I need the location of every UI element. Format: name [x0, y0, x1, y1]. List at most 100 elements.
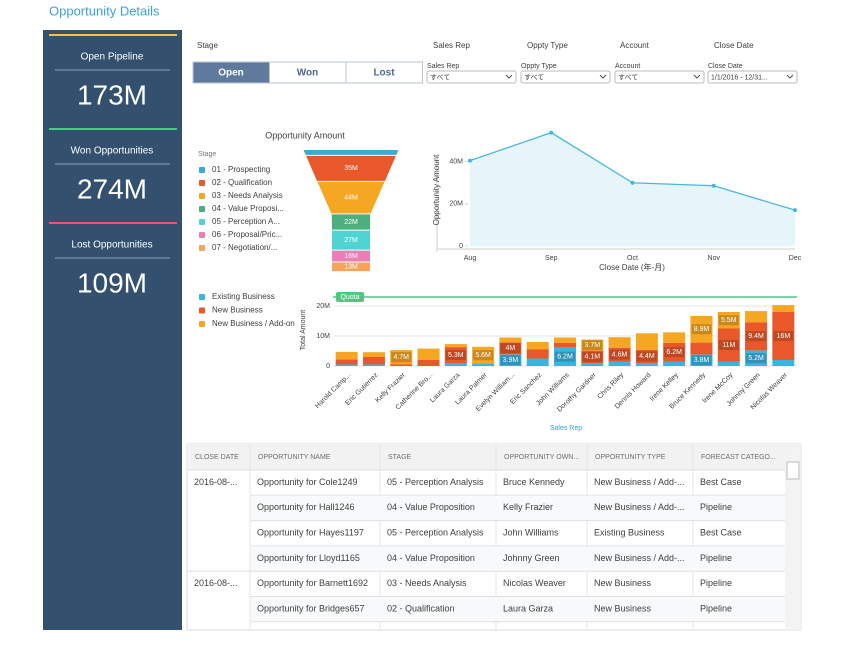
- column-header[interactable]: OPPORTUNITY NAME: [258, 454, 331, 461]
- bar-segment: [608, 337, 631, 348]
- data-label: 5.3M: [448, 352, 464, 359]
- scroll-thumb[interactable]: [786, 461, 800, 480]
- data-label: 5.6M: [475, 352, 491, 359]
- point: [468, 158, 472, 163]
- bar-segment: [635, 333, 658, 350]
- data-label-bg: [718, 340, 739, 350]
- bar-segment: [717, 361, 740, 366]
- dropdown[interactable]: [426, 70, 517, 84]
- point: [793, 208, 797, 213]
- data-label-bg: [473, 350, 494, 361]
- data-label-bg: [391, 352, 412, 363]
- row-stripe: [251, 597, 785, 622]
- bar-segment: [608, 347, 631, 362]
- data-label: 16M: [777, 333, 791, 340]
- bar-segment: [526, 349, 549, 359]
- column-header[interactable]: FORECAST CATEGO...: [701, 454, 776, 461]
- table-cell: 05 - Perception Analysis: [387, 477, 484, 487]
- bar-segment: [745, 350, 768, 366]
- dropdown-value[interactable]: すべて: [618, 73, 638, 81]
- bar-segment: [690, 342, 713, 355]
- x-tick-label: Dec: [789, 255, 802, 262]
- legend-label: 06 - Proposal/Pric...: [212, 230, 282, 239]
- table-cell: New Business / Add-...: [594, 553, 685, 563]
- dropdown-label: Close Date: [708, 63, 743, 70]
- bar-segment: [717, 328, 740, 362]
- dropdown[interactable]: [520, 70, 611, 84]
- scrollbar[interactable]: [785, 444, 801, 630]
- legend-swatch: [199, 193, 205, 199]
- dropdown-caret: [693, 74, 701, 79]
- data-label-bg: [582, 351, 603, 362]
- table-cell: Best Case: [700, 527, 742, 537]
- stage-tab-label[interactable]: Won: [297, 68, 318, 79]
- data-label: 3.9M: [503, 357, 519, 364]
- table-cell: Opportunity for Bridges657: [257, 603, 365, 613]
- table-cell: 05 - Perception Analysis: [387, 527, 484, 537]
- dropdown-value[interactable]: 1/1/2016 - 12/31...: [711, 74, 768, 81]
- stage-tab-label[interactable]: Lost: [373, 68, 395, 79]
- data-label: 6.2M: [557, 354, 573, 361]
- bar-segment: [362, 357, 385, 365]
- y-tick-label: 40M: [449, 159, 463, 166]
- column-header[interactable]: CLOSE DATE: [195, 454, 239, 461]
- bar-segment: [554, 342, 576, 348]
- x-tick-label: Oct: [627, 255, 638, 262]
- legend-swatch: [199, 167, 205, 173]
- bar-segment: [635, 363, 658, 366]
- bar-segment: [362, 364, 385, 366]
- bar-segment: [663, 361, 686, 366]
- table-cell: Opportunity for Hall1246: [257, 502, 355, 512]
- bar-segment: [390, 364, 413, 366]
- funnel-label: 35M: [344, 165, 358, 172]
- table-cell: Best Case: [700, 477, 742, 487]
- legend-label: 03 - Needs Analysis: [212, 191, 283, 200]
- data-label-bg: [691, 355, 712, 366]
- bar-segment: [772, 305, 795, 312]
- bar-segment: [499, 354, 522, 366]
- bar-segment: [581, 350, 604, 363]
- bar-segment: [745, 322, 768, 351]
- bar-segment: [526, 342, 549, 350]
- legend-swatch: [199, 206, 205, 212]
- point: [630, 180, 635, 185]
- kpi-value: 274M: [77, 173, 147, 204]
- legend-title: Stage: [198, 151, 216, 158]
- table-cell: Pipeline: [700, 603, 732, 613]
- column-header[interactable]: OPPORTUNITY OWN...: [504, 454, 579, 461]
- bar-segment: [772, 312, 795, 360]
- table-cell: 02 - Qualification: [387, 603, 455, 613]
- data-label: 4.7M: [393, 354, 409, 361]
- funnel-segment: [332, 230, 370, 250]
- dropdown[interactable]: [707, 70, 798, 84]
- dropdown-value[interactable]: すべて: [430, 73, 450, 81]
- bar-segment: [690, 315, 713, 343]
- bar-segment: [335, 359, 358, 365]
- table-cell: New Business / Add-...: [594, 477, 685, 487]
- dropdown-label: Account: [615, 63, 640, 70]
- data-label: 4M: [506, 345, 516, 352]
- table-cell: Existing Business: [594, 527, 665, 537]
- stage-tab[interactable]: [345, 61, 423, 84]
- dropdown-value[interactable]: すべて: [524, 73, 544, 81]
- table-cell: Pipeline: [700, 502, 732, 512]
- data-label-bg: [773, 331, 794, 341]
- row-stripe: [251, 495, 785, 521]
- dropdown[interactable]: [614, 70, 705, 84]
- bar-segment: [526, 358, 549, 366]
- funnel-segment: [332, 250, 370, 262]
- bar-segment: [554, 347, 576, 366]
- table-cell: 04 - Value Proposition: [387, 502, 475, 512]
- dropdown-label: Sales Rep: [427, 63, 459, 70]
- stage-tab-label[interactable]: Open: [218, 68, 244, 79]
- data-label-bg: [691, 324, 712, 335]
- x-tick-label: Chris Riley: [596, 371, 625, 400]
- table-cell: Opportunity for Hayes1197: [257, 527, 364, 537]
- dropdown-label: Oppty Type: [521, 63, 557, 70]
- funnel-label: 22M: [344, 219, 358, 226]
- table-cell: Opportunity for Barnett1692: [257, 578, 368, 588]
- data-label: 9.4M: [748, 333, 764, 340]
- row-stripe: [251, 546, 785, 571]
- column-header[interactable]: OPPORTUNITY TYPE: [595, 454, 666, 461]
- column-header[interactable]: STAGE: [388, 454, 412, 461]
